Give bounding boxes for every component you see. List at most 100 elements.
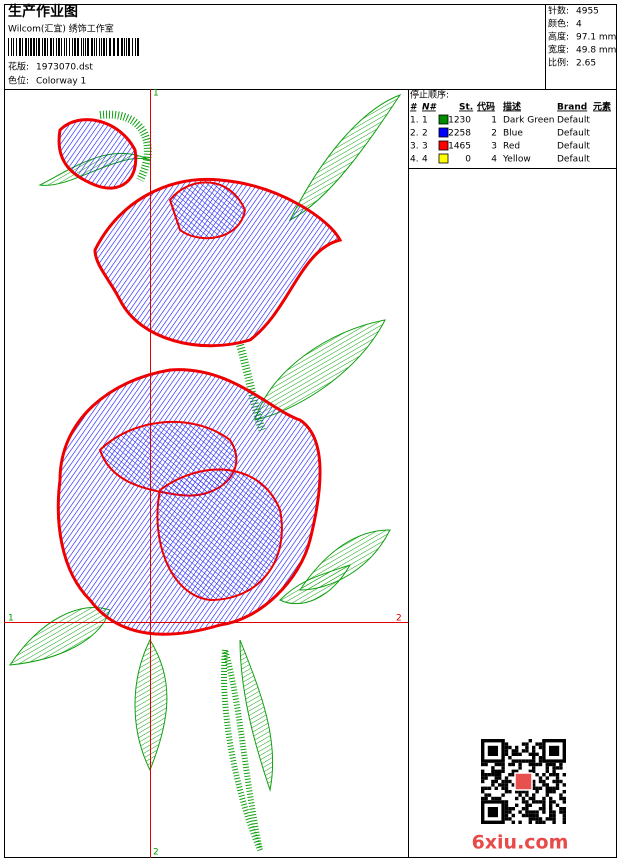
- qr-cell: [528, 796, 532, 801]
- stat-label: 比例:: [548, 57, 569, 69]
- qr-cell: [532, 759, 536, 763]
- bar: [58, 38, 60, 56]
- qr-cell: [487, 786, 492, 790]
- cell: 1230: [448, 116, 471, 126]
- qr-cell: [549, 807, 553, 811]
- qr-cell: [498, 796, 502, 801]
- qr-cell: [555, 779, 560, 784]
- qr-cell: [535, 800, 539, 804]
- qr-cell: [494, 786, 498, 790]
- cell: Yellow: [502, 155, 531, 165]
- qr-cell: [504, 817, 509, 821]
- qr-cell: [515, 796, 519, 801]
- cell: 3.: [410, 142, 419, 152]
- qr-cell: [504, 752, 509, 756]
- qr-cell: [528, 803, 532, 807]
- qr-cell: [542, 800, 546, 804]
- qr-cell: [555, 766, 560, 770]
- qr-cell: [498, 762, 502, 767]
- qr-cell: [532, 769, 536, 773]
- subtitle: Wilcom(汇宜) 绣饰工作室: [8, 23, 114, 35]
- qr-cell: [535, 752, 539, 756]
- cell: Default: [557, 155, 590, 165]
- qr-cell: [528, 813, 532, 818]
- qr-cell: [562, 807, 566, 811]
- qr-cell: [525, 759, 529, 763]
- qr-cell: [525, 803, 529, 807]
- qr-cell: [552, 762, 556, 767]
- stat-value: 4: [576, 20, 582, 30]
- qr-cell: [559, 766, 563, 770]
- qr-cell: [494, 762, 498, 767]
- qr-cell: [494, 776, 498, 780]
- qr-cell: [525, 800, 529, 804]
- qr-cell: [521, 742, 526, 746]
- bar: [128, 38, 130, 56]
- qr-cell: [518, 793, 522, 797]
- qr-cell: [494, 796, 498, 801]
- qr-cell: [508, 779, 512, 784]
- qr-cell: [508, 817, 512, 821]
- qr-cell: [504, 807, 509, 811]
- column-header: 代码: [476, 101, 495, 113]
- column-header: #: [410, 103, 418, 113]
- qr-cell: [498, 769, 502, 773]
- bar: [11, 38, 12, 56]
- qr-cell: [504, 776, 509, 780]
- qr-cell: [552, 817, 556, 821]
- qr-cell: [549, 796, 553, 801]
- qr-cell: [562, 773, 566, 777]
- bar: [30, 38, 32, 56]
- qr-cell: [538, 762, 543, 767]
- qr-cell: [532, 745, 536, 750]
- color-swatch: [438, 153, 449, 164]
- qr-cell: [501, 786, 505, 790]
- qr-cell: [511, 762, 515, 767]
- qr-cell: [549, 803, 553, 807]
- qr-cell: [508, 790, 512, 794]
- bar: [121, 38, 123, 56]
- qr-cell: [535, 817, 539, 821]
- bar: [16, 38, 17, 56]
- qr-cell: [508, 762, 512, 767]
- column-header: 元素: [593, 101, 611, 113]
- bar: [94, 38, 95, 56]
- qr-cell: [501, 769, 505, 773]
- qr-cell: [511, 773, 515, 777]
- qr-cell: [525, 807, 529, 811]
- qr-cell: [535, 820, 539, 824]
- cell: Dark Green: [503, 116, 554, 126]
- qr-cell: [559, 762, 563, 767]
- cell: 4.: [410, 155, 419, 165]
- qr-cell: [552, 820, 556, 824]
- qr-finder: [487, 807, 498, 818]
- stat-label: 颜色:: [548, 18, 569, 30]
- qr-cell: [528, 759, 532, 763]
- bar: [106, 38, 107, 56]
- qr-cell: [542, 773, 546, 777]
- column-header: St.: [459, 103, 473, 113]
- qr-cell: [562, 813, 566, 818]
- qr-cell: [545, 786, 549, 790]
- qr-cell: [511, 820, 515, 824]
- qr-cell: [532, 783, 536, 787]
- qr-cell: [538, 817, 543, 821]
- bar: [42, 38, 43, 56]
- bar: [99, 38, 100, 56]
- qr-cell: [535, 773, 539, 777]
- bar: [33, 38, 35, 56]
- qr-cell: [538, 807, 543, 811]
- bar: [113, 38, 115, 56]
- bar: [69, 38, 70, 56]
- qr-cell: [481, 786, 485, 790]
- qr-cell: [484, 776, 488, 780]
- bar: [83, 38, 84, 56]
- qr-cell: [549, 786, 553, 790]
- cell: 1: [491, 116, 497, 126]
- qr-cell: [562, 790, 566, 794]
- qr-cell: [521, 807, 526, 811]
- qr-cell: [491, 766, 495, 770]
- bar: [47, 38, 48, 56]
- qr-cell: [491, 769, 495, 773]
- qr-cell: [481, 773, 485, 777]
